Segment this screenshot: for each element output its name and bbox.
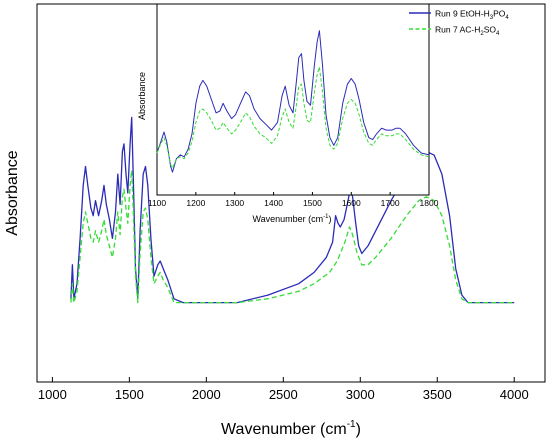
inset-plot-frame	[156, 3, 430, 196]
main-x-tick-label: 3000	[346, 387, 375, 402]
legend-label-run7: Run 7 AC-H2SO4	[435, 25, 500, 38]
main-chart: 1000 1500 2000 2500 3000 3500 4000 Absorbance …	[4, 3, 546, 438]
main-x-tick-label: 1500	[115, 387, 144, 402]
inset-x-tick-label: 1600	[342, 198, 361, 208]
inset-x-axis-ticks: 1100 1200 1300 1400 1500 1600 1700 1800	[148, 192, 439, 208]
main-x-axis-label: Wavenumber (cm-1)	[221, 419, 361, 438]
inset-series-line-run7	[156, 66, 430, 169]
inset-y-axis-label: Absorbance	[137, 72, 147, 120]
main-x-tick-label: 1000	[38, 387, 67, 402]
main-y-axis-label: Absorbance	[4, 150, 21, 235]
main-x-tick-label: 3500	[423, 387, 452, 402]
main-series-line-run7	[70, 169, 515, 304]
inset-x-tick-label: 1500	[303, 198, 322, 208]
inset-x-axis-label: Wavenumber (cm-1)	[252, 214, 331, 224]
inset-series-group	[156, 30, 430, 173]
main-series-line-run9	[70, 116, 515, 304]
main-series-group	[70, 116, 515, 304]
main-x-axis-ticks: 1000 1500 2000 2500 3000 3500 4000	[38, 377, 529, 402]
inset-x-tick-label: 1200	[186, 198, 205, 208]
inset-x-tick-label: 1700	[381, 198, 400, 208]
inset-x-tick-label: 1800	[420, 198, 439, 208]
legend-label-run9: Run 9 EtOH-H3PO4	[435, 9, 509, 22]
inset-x-tick-label: 1300	[225, 198, 244, 208]
inset-x-tick-label: 1400	[264, 198, 283, 208]
inset-chart: 1100 1200 1300 1400 1500 1600 1700 1800 Absorba…	[137, 3, 509, 224]
inset-x-tick-label: 1100	[148, 198, 167, 208]
legend: Run 9 EtOH-H3PO4 Run 7 AC-H2SO4	[409, 9, 509, 38]
main-x-tick-label: 2500	[269, 387, 298, 402]
main-x-tick-label: 4000	[500, 387, 529, 402]
main-x-tick-label: 2000	[192, 387, 221, 402]
inset-series-line-run9	[156, 30, 430, 173]
